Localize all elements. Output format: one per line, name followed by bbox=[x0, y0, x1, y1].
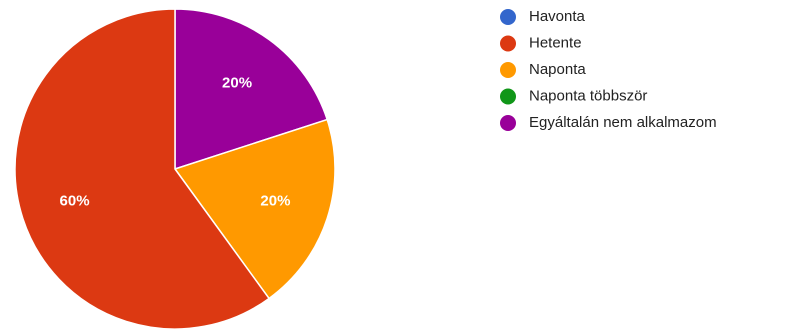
legend-item[interactable]: Egyáltalán nem alkalmazom bbox=[500, 114, 717, 131]
legend-item[interactable]: Hetente bbox=[500, 34, 582, 52]
legend-label: Naponta többször bbox=[529, 87, 647, 104]
legend-item[interactable]: Naponta bbox=[500, 61, 586, 78]
pie-slice-labels: 20% 20% 60% bbox=[60, 75, 291, 210]
legend-item[interactable]: Naponta többször bbox=[500, 87, 647, 105]
legend-label: Naponta bbox=[529, 61, 586, 78]
legend-label: Hetente bbox=[529, 34, 582, 51]
legend-swatch bbox=[500, 62, 516, 78]
pie-slices bbox=[14, 8, 336, 330]
legend-swatch bbox=[500, 88, 516, 105]
legend-swatch bbox=[500, 9, 516, 25]
legend-label: Havonta bbox=[529, 8, 586, 25]
legend-swatch bbox=[500, 35, 516, 52]
slice-data-label: 20% bbox=[222, 75, 252, 92]
legend: Havonta Hetente Naponta Naponta többször Egy… bbox=[500, 8, 717, 131]
slice-data-label: 20% bbox=[260, 193, 290, 210]
pie-slice-5[interactable] bbox=[174, 8, 329, 171]
legend-swatch bbox=[500, 115, 516, 131]
pie-slice-3[interactable] bbox=[173, 118, 336, 300]
slice-data-label: 60% bbox=[60, 193, 90, 210]
legend-item[interactable]: Havonta bbox=[500, 8, 586, 25]
legend-label: Egyáltalán nem alkalmazom bbox=[529, 114, 717, 131]
pie-slice-2[interactable] bbox=[14, 8, 271, 330]
